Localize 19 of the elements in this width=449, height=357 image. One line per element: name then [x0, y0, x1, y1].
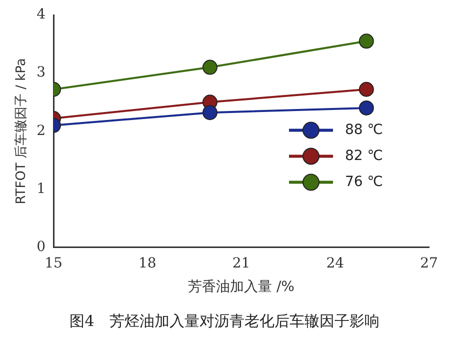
legend-label: 88 ℃	[345, 122, 383, 138]
legend-label: 76 ℃	[345, 174, 383, 190]
y-tick-label: 2	[36, 122, 46, 139]
x-tick-label: 27	[420, 255, 438, 272]
y-tick-label: 4	[36, 6, 46, 23]
x-tick-label: 21	[232, 255, 250, 272]
y-tick-label: 1	[36, 180, 46, 197]
point	[358, 34, 374, 49]
caption: 图4 芳烃油加入量对沥青老化后车辙因子影响	[68, 312, 380, 331]
y-axis-title: RTFOT 后车辙因子 / kPa	[14, 58, 30, 204]
x-tick-label: 15	[44, 255, 62, 272]
x-tick-label: 24	[326, 255, 344, 272]
y-tick-label: 3	[36, 64, 46, 81]
point	[358, 82, 374, 97]
x-axis-title: 芳香油加入量 /%	[188, 279, 294, 296]
y-tick-label: 0	[36, 239, 46, 256]
legend-label: 82 ℃	[345, 148, 383, 164]
point	[358, 100, 374, 116]
x-tick-label: 18	[138, 255, 156, 272]
